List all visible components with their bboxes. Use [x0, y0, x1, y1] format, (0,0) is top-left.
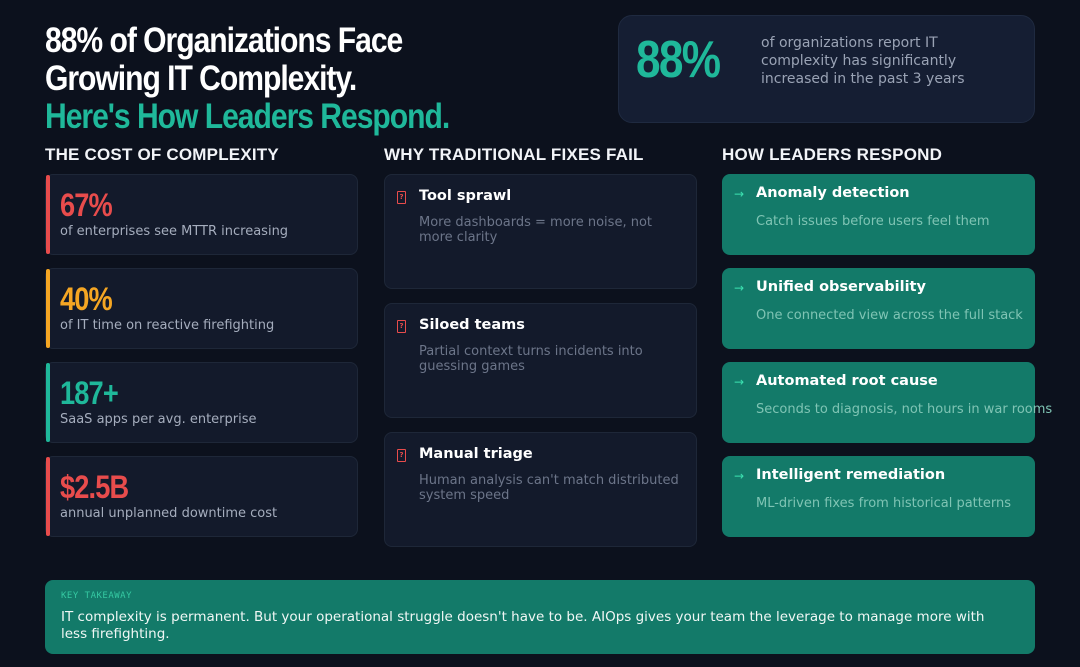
response-description: Catch issues before users feel them [756, 214, 990, 229]
fail-description: Partial context turns incidents into gue… [419, 344, 643, 374]
missing-glyph-icon: ? [397, 449, 406, 462]
response-title: Unified observability [756, 279, 926, 295]
arrow-right-icon: → [734, 375, 745, 389]
stat-label: annual unplanned downtime cost [60, 506, 278, 521]
headline-line-2: Growing IT Complexity. [45, 59, 357, 98]
section-title-fails: WHY TRADITIONAL FIXES FAIL [384, 145, 644, 164]
response-card-unified-observability: → Unified observability One connected vi… [722, 268, 1035, 349]
arrow-right-icon: → [734, 469, 745, 483]
stat-accent-bar [46, 269, 50, 348]
fail-card-tool-sprawl: ? Tool sprawl More dashboards = more noi… [384, 174, 697, 289]
stat-card-saas-apps: 187+ SaaS apps per avg. enterprise [45, 362, 358, 443]
headline-line-1: 88% of Organizations Face [45, 21, 403, 60]
fail-title: Tool sprawl [419, 188, 512, 204]
arrow-right-icon: → [734, 187, 745, 201]
stat-value: 67% [60, 187, 113, 223]
stat-accent-bar [46, 363, 50, 442]
stat-card-firefighting: 40% of IT time on reactive firefighting [45, 268, 358, 349]
section-title-cost: THE COST OF COMPLEXITY [45, 145, 279, 164]
response-description: ML-driven fixes from historical patterns [756, 496, 1011, 511]
hero-stat-value: 88% [636, 31, 721, 89]
response-card-automated-root-cause: → Automated root cause Seconds to diagno… [722, 362, 1052, 443]
response-description: Seconds to diagnosis, not hours in war r… [756, 402, 1053, 417]
response-title: Intelligent remediation [756, 467, 946, 483]
fail-title: Manual triage [419, 446, 533, 462]
stat-label: SaaS apps per avg. enterprise [60, 412, 257, 427]
response-title: Automated root cause [756, 373, 938, 389]
section-title-respond: HOW LEADERS RESPOND [722, 145, 943, 164]
stat-value: $2.5B [60, 469, 129, 505]
response-card-intelligent-remediation: → Intelligent remediation ML-driven fixe… [722, 456, 1035, 537]
stat-value: 40% [60, 281, 113, 317]
key-takeaway-banner: KEY TAKEAWAY IT complexity is permanent.… [45, 580, 1035, 654]
takeaway-text: IT complexity is permanent. But your ope… [61, 609, 985, 642]
fail-card-manual-triage: ? Manual triage Human analysis can't mat… [384, 432, 697, 547]
missing-glyph-icon: ? [397, 191, 406, 204]
headline-line-3: Here's How Leaders Respond. [45, 97, 450, 136]
stat-value: 187+ [60, 375, 119, 411]
response-description: One connected view across the full stack [756, 308, 1023, 323]
stat-accent-bar [46, 457, 50, 536]
arrow-right-icon: → [734, 281, 745, 295]
stat-label: of enterprises see MTTR increasing [60, 224, 289, 239]
hero-stat-card: 88% of organizations report IT complexit… [618, 15, 1035, 123]
stat-card-mttr: 67% of enterprises see MTTR increasing [45, 174, 358, 255]
response-card-anomaly-detection: → Anomaly detection Catch issues before … [722, 174, 1035, 255]
fail-title: Siloed teams [419, 317, 525, 333]
page-headline: 88% of Organizations Face Growing IT Com… [45, 21, 450, 136]
hero-stat-description: of organizations report IT complexity ha… [761, 35, 965, 87]
stat-label: of IT time on reactive firefighting [60, 318, 275, 333]
fail-description: Human analysis can't match distributed s… [419, 473, 679, 503]
takeaway-kicker: KEY TAKEAWAY [61, 591, 133, 601]
stat-card-downtime-cost: $2.5B annual unplanned downtime cost [45, 456, 358, 537]
response-title: Anomaly detection [756, 185, 910, 201]
fail-card-siloed-teams: ? Siloed teams Partial context turns inc… [384, 303, 697, 418]
fail-description: More dashboards = more noise, not more c… [419, 215, 652, 245]
missing-glyph-icon: ? [397, 320, 406, 333]
stat-accent-bar [46, 175, 50, 254]
